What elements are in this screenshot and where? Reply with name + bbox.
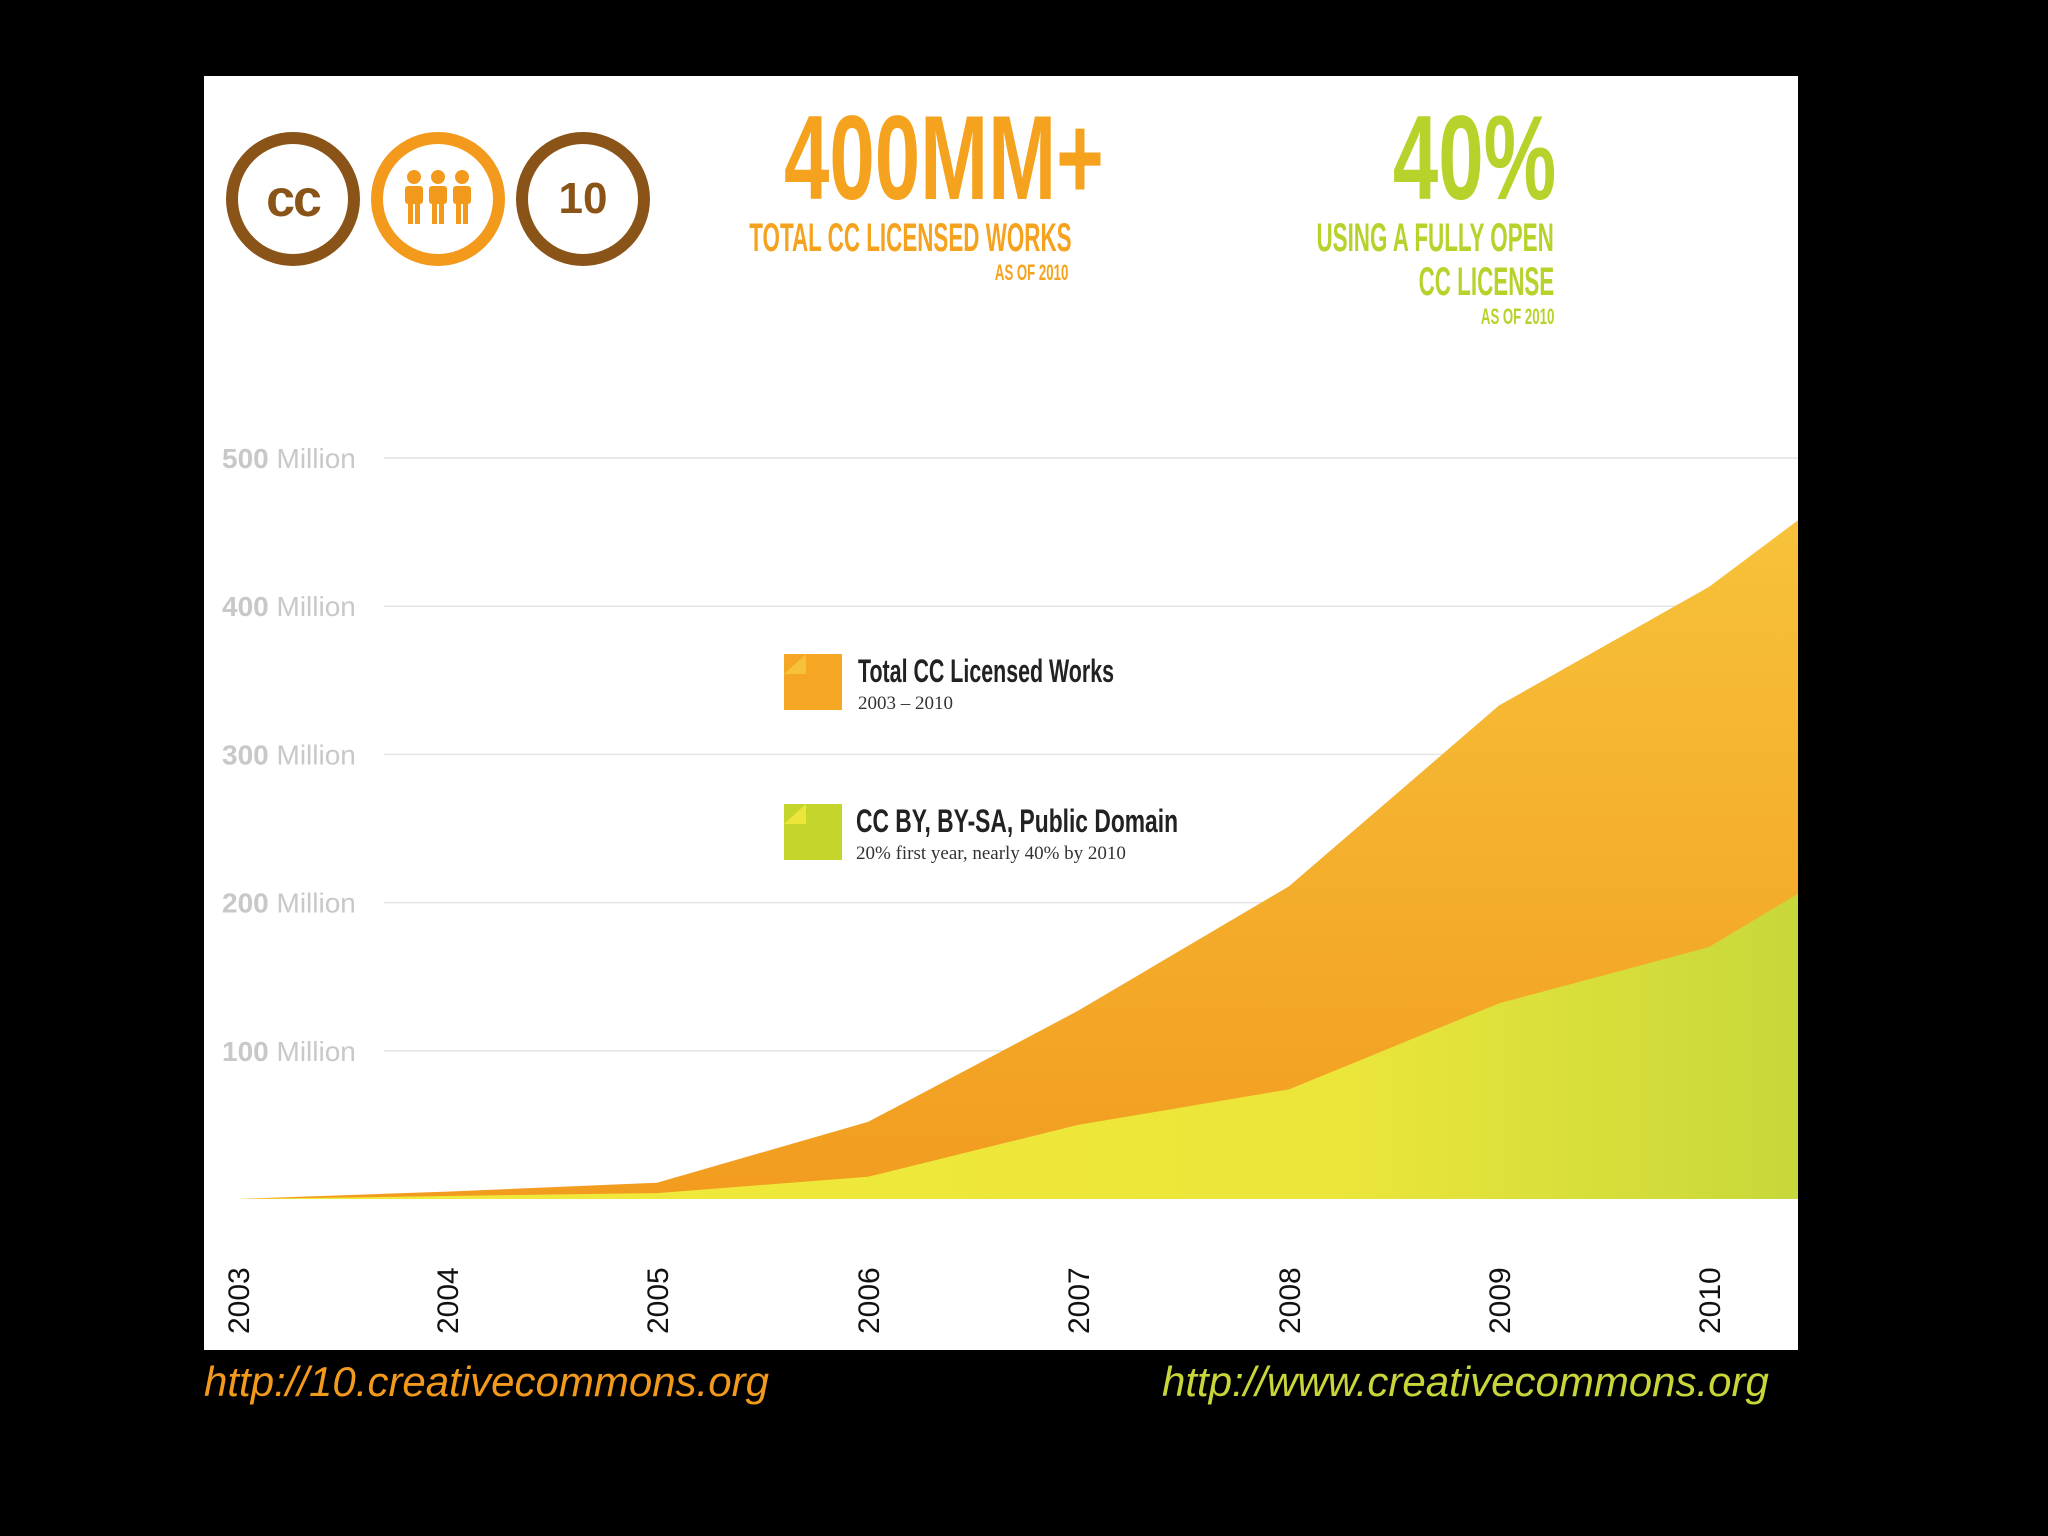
- growth-chart: 100 Million 200 Million 300 Million 400 Mil…: [222, 443, 1798, 1334]
- y-tick-label-500: 500 Million: [222, 443, 356, 474]
- x-tick-label-2005: 2005: [642, 1267, 675, 1334]
- legend-open-swatch: [784, 804, 842, 860]
- open-license-number: 40%: [1392, 91, 1556, 225]
- chart-areas: [238, 520, 1798, 1199]
- total-works-date: AS OF 2010: [994, 260, 1068, 285]
- y-tick-label-100: 100 Million: [222, 1036, 356, 1067]
- left-url[interactable]: http://10.creativecommons.org: [204, 1358, 769, 1405]
- x-tick-label-2003: 2003: [223, 1267, 256, 1334]
- open-license-label-2: CC LICENSE: [1418, 260, 1554, 304]
- y-tick-label-200: 200 Million: [222, 888, 356, 919]
- infographic-panel: cc 10 400MM+ TOTAL CC LICENSED WORKS AS …: [204, 76, 1798, 1350]
- x-tick-label-2010: 2010: [1694, 1267, 1727, 1334]
- legend-total-title: Total CC Licensed Works: [858, 653, 1114, 689]
- open-license-date: AS OF 2010: [1480, 304, 1554, 329]
- area-open-licenses: [238, 893, 1798, 1199]
- legend-total-subtitle: 2003 – 2010: [858, 693, 953, 714]
- y-tick-label-300: 300 Million: [222, 739, 356, 770]
- x-axis-years: 2003 2004 2005 2006 2007 2008 2009 2010: [223, 1267, 1727, 1334]
- right-url[interactable]: http://www.creativecommons.org: [1162, 1358, 1769, 1405]
- y-tick-label-400: 400 Million: [222, 591, 356, 622]
- x-tick-label-2006: 2006: [853, 1267, 886, 1334]
- legend-open-subtitle: 20% first year, nearly 40% by 2010: [856, 843, 1126, 864]
- total-works-label: TOTAL CC LICENSED WORKS: [749, 216, 1072, 260]
- x-tick-label-2004: 2004: [432, 1267, 465, 1334]
- x-tick-label-2009: 2009: [1484, 1267, 1517, 1334]
- open-license-label-1: USING A FULLY OPEN: [1316, 216, 1554, 260]
- ten-logo-text: 10: [558, 174, 608, 223]
- people-icon: [405, 170, 471, 224]
- area-total-cc-works: [238, 520, 1798, 1199]
- y-axis-ticks: 100 Million 200 Million 300 Million 400 Mil…: [222, 443, 356, 1067]
- legend: Total CC Licensed Works 2003 – 2010 CC B…: [784, 653, 1178, 864]
- x-tick-label-2008: 2008: [1274, 1267, 1307, 1334]
- legend-open-title: CC BY, BY-SA, Public Domain: [856, 803, 1178, 839]
- x-tick-label-2007: 2007: [1063, 1267, 1096, 1334]
- legend-total-swatch: [784, 654, 842, 710]
- cc-logo-text: cc: [266, 170, 322, 228]
